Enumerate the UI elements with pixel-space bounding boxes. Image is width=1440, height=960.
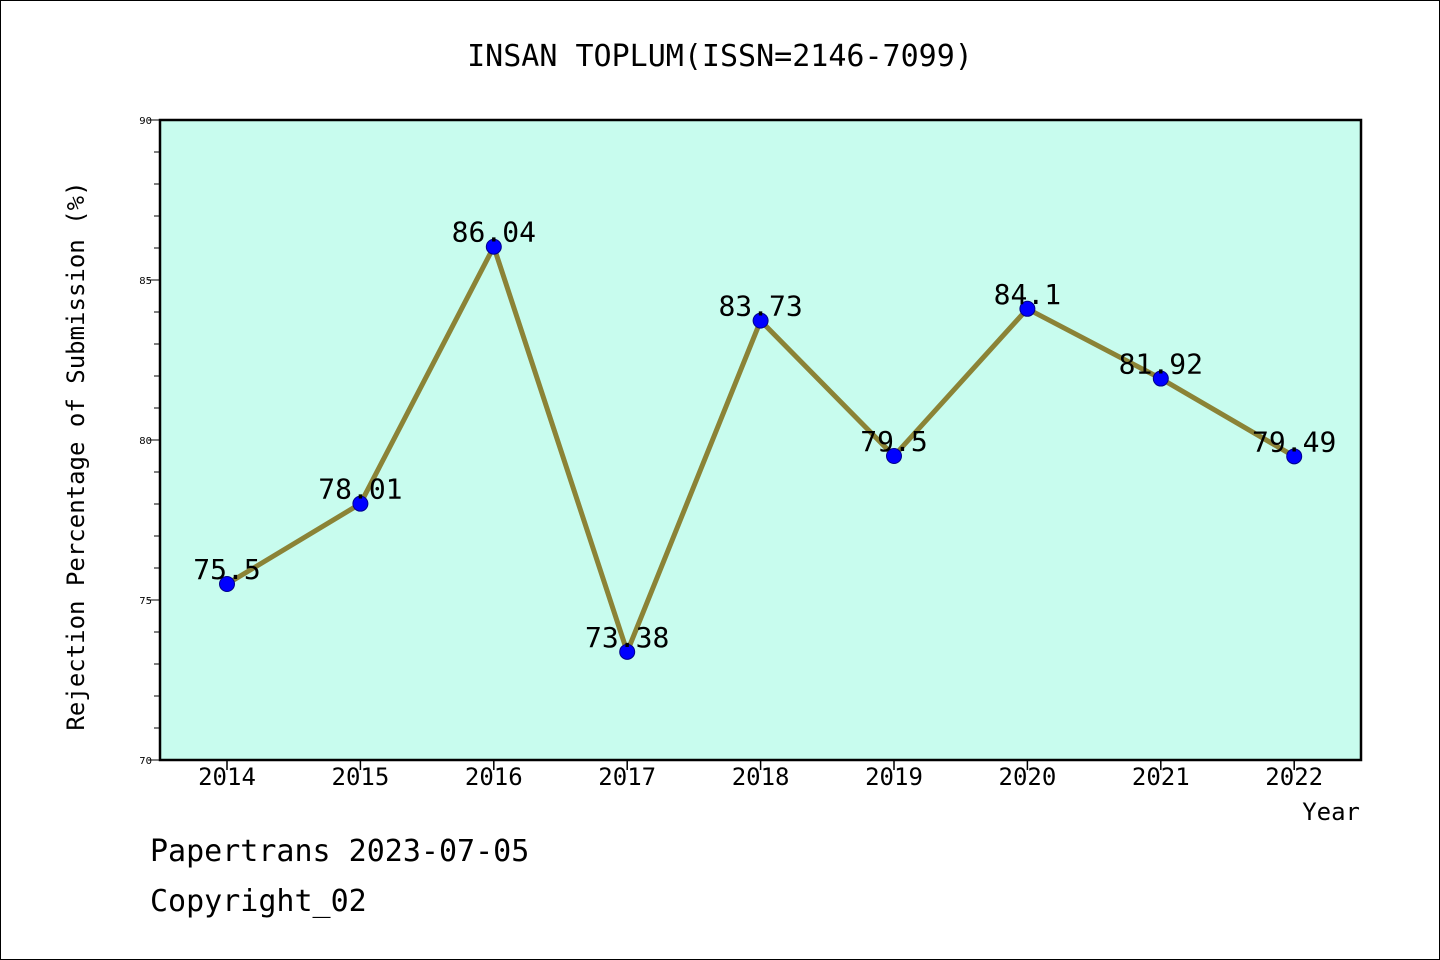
footer-copyright-text: Copyright_02 bbox=[150, 884, 367, 919]
data-point-marker bbox=[619, 643, 636, 660]
y-tick-label: 80 bbox=[139, 436, 152, 447]
x-tick-label: 2014 bbox=[198, 763, 256, 791]
plot-border bbox=[158, 118, 1363, 762]
x-tick-label: 2016 bbox=[465, 763, 523, 791]
x-tick-label: 2019 bbox=[865, 763, 923, 791]
data-point-marker bbox=[485, 238, 502, 255]
plot-area bbox=[160, 120, 1361, 760]
data-point-marker bbox=[1286, 448, 1303, 465]
data-point-marker bbox=[1019, 300, 1036, 317]
x-tick-label: 2022 bbox=[1265, 763, 1323, 791]
data-point-marker bbox=[219, 576, 235, 592]
data-label: 84.1 bbox=[994, 278, 1061, 311]
y-axis-label: Rejection Percentage of Submission (%) bbox=[62, 181, 90, 730]
series-layer bbox=[219, 238, 1303, 660]
data-label: 81.92 bbox=[1119, 348, 1203, 381]
data-label: 86.04 bbox=[452, 216, 536, 249]
y-tick-label: 75 bbox=[139, 596, 152, 607]
x-axis-label: Year bbox=[1302, 798, 1360, 826]
data-label: 79.49 bbox=[1252, 425, 1336, 458]
data-label-layer: 75.5 78.01 86.04 73.38 83.73 79.5 84.1 81.92 79.… bbox=[193, 216, 1336, 654]
data-label: 78.01 bbox=[318, 473, 402, 506]
data-point-marker bbox=[1152, 370, 1169, 387]
y-tick-label: 85 bbox=[139, 276, 152, 287]
y-tick-label: 90 bbox=[139, 116, 152, 127]
x-tick-label: 2018 bbox=[732, 763, 790, 791]
data-point-marker bbox=[352, 495, 369, 512]
data-label: 79.5 bbox=[860, 425, 927, 458]
x-tick-label: 2020 bbox=[999, 763, 1057, 791]
y-tick-label: 70 bbox=[139, 756, 152, 767]
y-axis-ticks: 70 75 80 85 90 bbox=[139, 116, 160, 767]
x-tick-label: 2015 bbox=[332, 763, 390, 791]
x-tick-label: 2017 bbox=[598, 763, 656, 791]
data-label: 75.5 bbox=[193, 553, 260, 586]
footer-date-text: Papertrans 2023-07-05 bbox=[150, 834, 530, 869]
data-point-marker bbox=[752, 312, 769, 329]
x-tick-label: 2021 bbox=[1132, 763, 1190, 791]
data-point-marker bbox=[886, 448, 902, 464]
data-label: 83.73 bbox=[718, 290, 802, 323]
data-label: 73.38 bbox=[585, 621, 669, 654]
chart-title: INSAN TOPLUM(ISSN=2146-7099) bbox=[467, 39, 973, 74]
x-axis-ticks: 2014 2015 2016 2017 2018 2019 2020 2021 2022 bbox=[198, 760, 1323, 791]
